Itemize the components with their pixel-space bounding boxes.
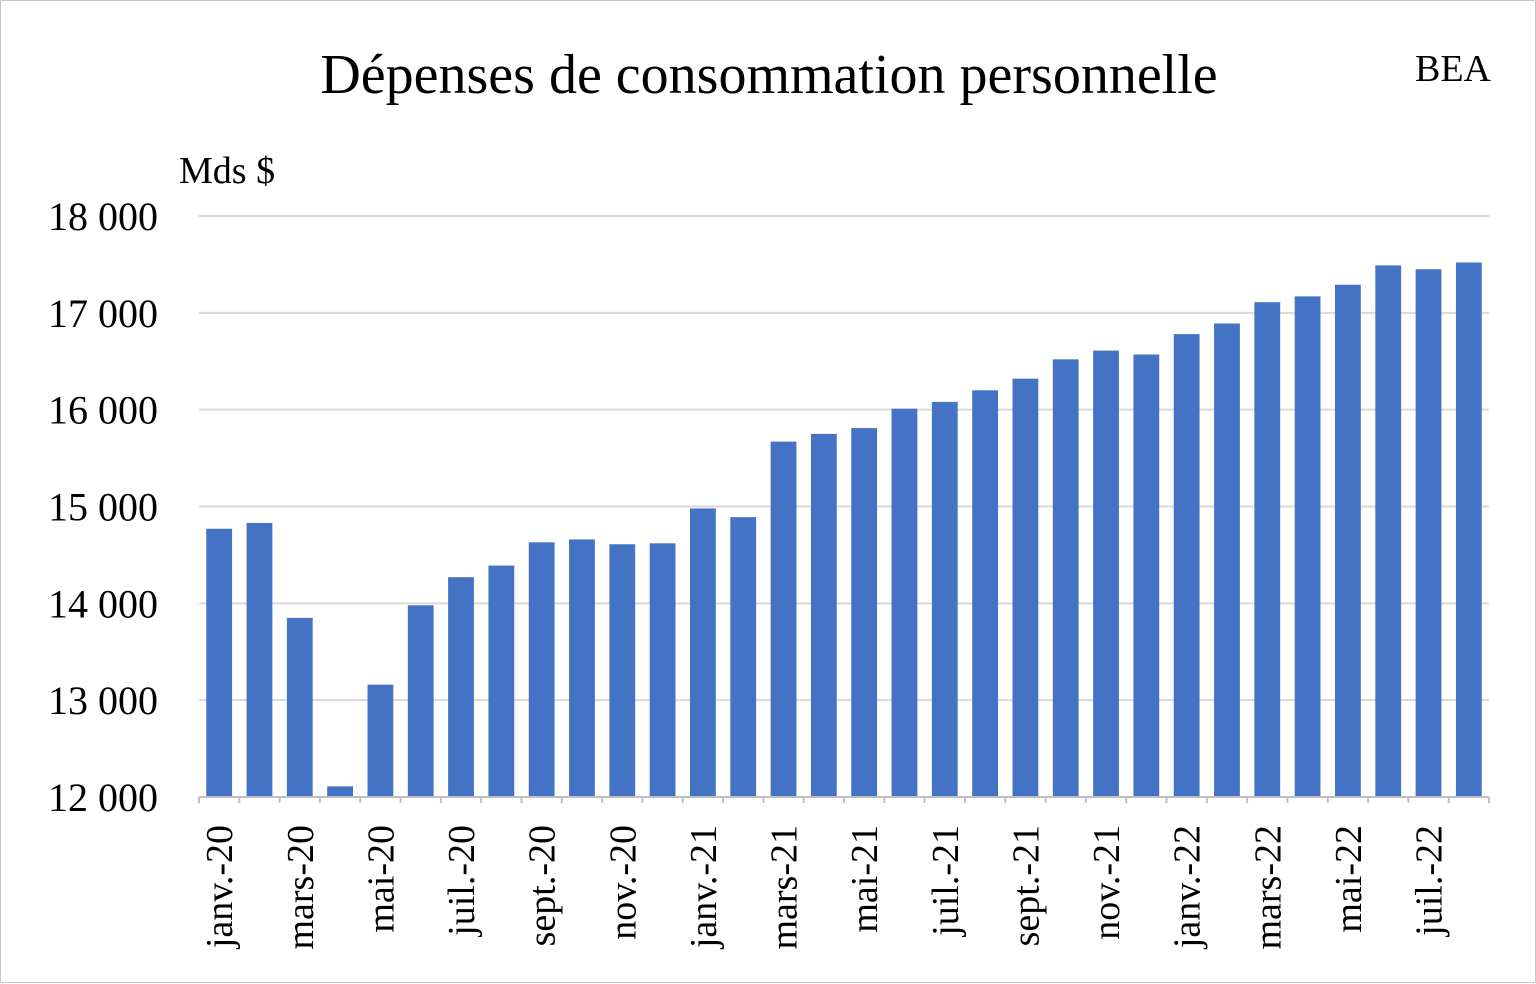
y-tick-label: 15 000	[48, 485, 158, 530]
y-tick-label: 17 000	[48, 291, 158, 336]
bar	[891, 408, 918, 797]
bar	[770, 441, 797, 797]
x-tick-label: mars-21	[764, 825, 806, 950]
bar	[246, 522, 273, 797]
bar	[972, 390, 998, 797]
bar	[1455, 262, 1482, 798]
x-tick-label: janv.-20	[199, 825, 241, 950]
x-tick-label: sept.-21	[1005, 825, 1047, 946]
x-tick-label: mars-20	[280, 825, 322, 950]
bar	[1214, 323, 1240, 797]
bar	[609, 544, 636, 797]
y-tick-label: 13 000	[48, 678, 158, 723]
bar	[1415, 269, 1442, 798]
x-tick-label: nov.-21	[1086, 825, 1128, 940]
x-tick-label: janv.-22	[1167, 825, 1209, 950]
x-tick-label: mai-21	[844, 825, 886, 933]
bars	[206, 262, 1482, 798]
x-tick-label: nov.-20	[602, 825, 644, 940]
bar	[407, 605, 434, 797]
bar	[569, 539, 595, 797]
bar	[1012, 378, 1039, 797]
y-tick-label: 18 000	[48, 194, 158, 239]
x-tick-label: mai-22	[1328, 825, 1370, 933]
bar	[730, 517, 757, 797]
bar	[1093, 350, 1119, 797]
y-tick-label: 12 000	[48, 775, 158, 820]
bar	[206, 528, 233, 797]
source-label: BEA	[1415, 48, 1492, 90]
bar	[1294, 296, 1321, 797]
bar	[690, 508, 716, 797]
bar	[286, 617, 313, 797]
bar	[448, 577, 474, 797]
x-tick-label: juil.-21	[925, 825, 967, 938]
bar	[931, 401, 958, 797]
y-axis-ticks: 12 000 13 000 14 000 15 000 16 000 17 000 18 0…	[48, 194, 158, 820]
x-tick-label: mai-20	[360, 825, 402, 933]
bar	[649, 543, 676, 797]
y-tick-label: 16 000	[48, 388, 158, 433]
unit-label: Mds $	[179, 150, 275, 192]
y-tick-label: 14 000	[48, 581, 158, 626]
bar	[810, 433, 837, 797]
bar	[1052, 359, 1079, 797]
bar	[1254, 302, 1281, 797]
x-tick-label: juil.-22	[1409, 825, 1451, 938]
bar	[851, 428, 878, 797]
bar	[1335, 284, 1361, 797]
bar	[1375, 265, 1402, 797]
chart-title: Dépenses de consommation personnelle	[320, 44, 1217, 106]
bar	[528, 542, 555, 797]
bar	[488, 565, 515, 797]
bar	[327, 786, 353, 797]
x-tick-label: mars-22	[1247, 825, 1289, 950]
x-axis-ticks: janv.-20 mars-20 mai-20 juil.-20 sept.-20 nov…	[198, 797, 1490, 950]
bar	[1133, 354, 1160, 797]
x-tick-label: janv.-21	[683, 825, 725, 950]
x-tick-label: juil.-20	[441, 825, 483, 938]
bar	[1173, 334, 1200, 797]
bar	[367, 684, 394, 797]
x-tick-label: sept.-20	[522, 825, 564, 946]
